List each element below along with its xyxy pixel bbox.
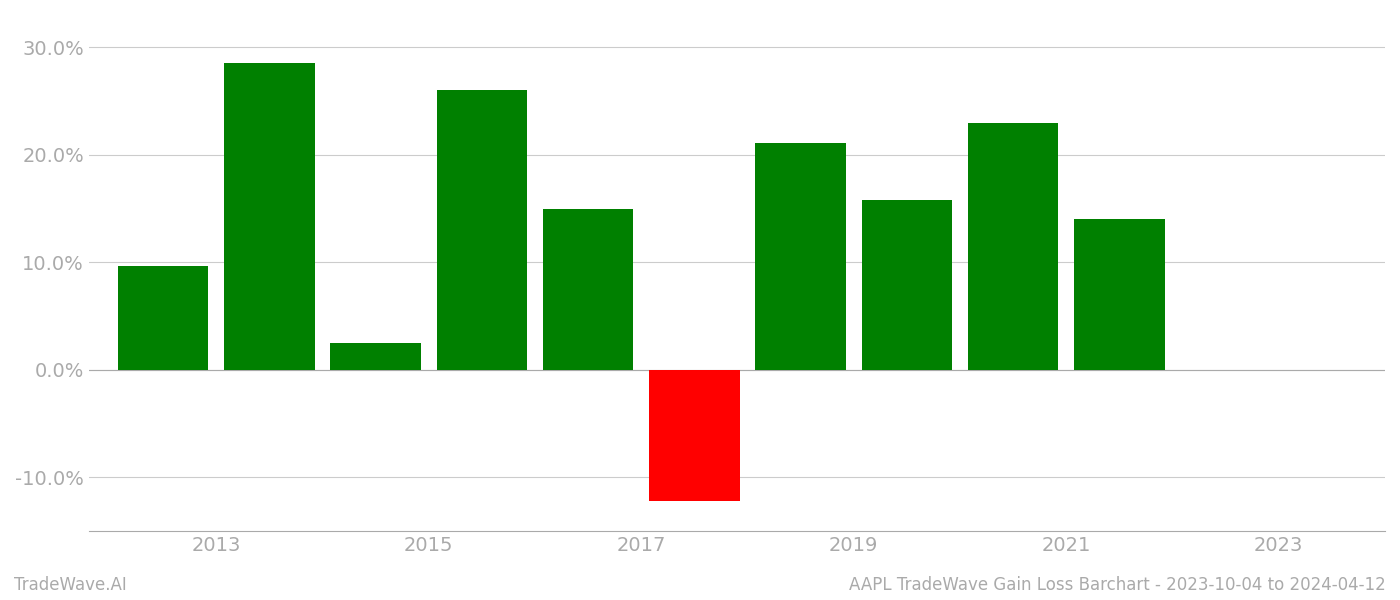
Bar xyxy=(756,143,846,370)
Bar xyxy=(118,266,209,370)
Bar xyxy=(650,370,739,501)
Text: AAPL TradeWave Gain Loss Barchart - 2023-10-04 to 2024-04-12: AAPL TradeWave Gain Loss Barchart - 2023… xyxy=(850,576,1386,594)
Bar xyxy=(224,64,315,370)
Text: TradeWave.AI: TradeWave.AI xyxy=(14,576,127,594)
Bar xyxy=(1074,220,1165,370)
Bar xyxy=(437,90,526,370)
Bar xyxy=(543,209,633,370)
Bar xyxy=(862,200,952,370)
Bar xyxy=(330,343,421,370)
Bar xyxy=(967,122,1058,370)
